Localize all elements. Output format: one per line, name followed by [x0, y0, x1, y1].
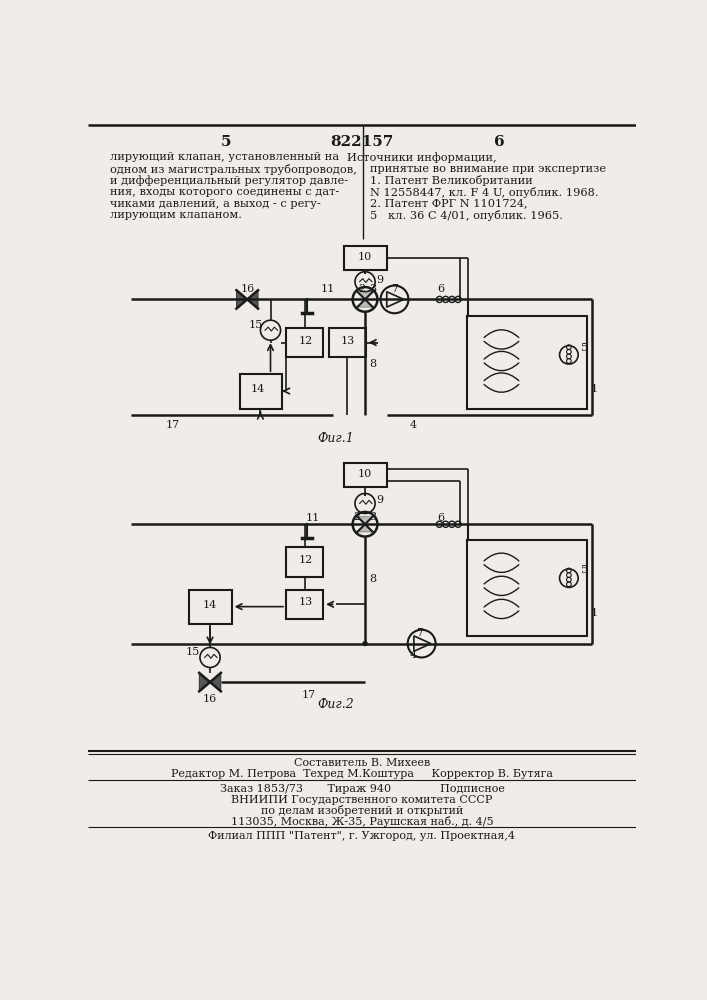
- Text: 17: 17: [301, 690, 315, 700]
- Text: N 12558447, кл. F 4 U, опублик. 1968.: N 12558447, кл. F 4 U, опублик. 1968.: [370, 187, 598, 198]
- Text: Фиг.1: Фиг.1: [317, 432, 354, 445]
- Text: 2: 2: [358, 284, 366, 294]
- Text: 13: 13: [298, 597, 312, 607]
- Polygon shape: [357, 517, 373, 524]
- Bar: [286, 547, 323, 577]
- Bar: [240, 374, 282, 409]
- Text: 6: 6: [493, 135, 504, 149]
- Text: 2. Патент ФРГ N 1101724,: 2. Патент ФРГ N 1101724,: [370, 199, 527, 209]
- Bar: [286, 328, 323, 357]
- Text: одном из магистральных трубопроводов,: одном из магистральных трубопроводов,: [110, 164, 357, 175]
- Text: 14: 14: [203, 600, 217, 610]
- Text: 113035, Москва, Ж-35, Раушская наб., д. 4/5: 113035, Москва, Ж-35, Раушская наб., д. …: [230, 816, 493, 827]
- Polygon shape: [247, 290, 258, 309]
- Text: 3: 3: [369, 512, 376, 522]
- Text: 6: 6: [437, 284, 444, 294]
- Text: 16: 16: [203, 694, 217, 704]
- Circle shape: [363, 641, 368, 646]
- Text: 2: 2: [354, 512, 361, 522]
- Bar: [344, 463, 387, 487]
- Polygon shape: [357, 524, 373, 532]
- Text: 4: 4: [410, 420, 417, 430]
- Bar: [329, 328, 366, 357]
- Text: принятые во внимание при экспертизе: принятые во внимание при экспертизе: [370, 164, 606, 174]
- Text: 5: 5: [580, 343, 588, 353]
- Text: 5: 5: [221, 135, 230, 149]
- Text: Филиал ППП "Патент", г. Ужгород, ул. Проектная,4: Филиал ППП "Патент", г. Ужгород, ул. Про…: [209, 831, 515, 841]
- Text: лирующий клапан, установленный на: лирующий клапан, установленный на: [110, 152, 339, 162]
- Text: 12: 12: [298, 336, 312, 346]
- Text: лирующим клапаном.: лирующим клапаном.: [110, 210, 242, 220]
- Polygon shape: [357, 299, 373, 307]
- Text: Редактор М. Петрова  Техред М.Коштура     Корректор В. Бутяга: Редактор М. Петрова Техред М.Коштура Кор…: [171, 769, 553, 779]
- Polygon shape: [357, 292, 373, 299]
- Text: ния, входы которого соединены с дат-: ния, входы которого соединены с дат-: [110, 187, 339, 197]
- Text: 10: 10: [357, 469, 372, 479]
- Bar: [467, 540, 587, 636]
- Text: 7: 7: [416, 628, 423, 638]
- Text: по делам изобретений и открытий: по делам изобретений и открытий: [261, 805, 463, 816]
- Bar: [344, 246, 387, 270]
- Text: Источники информации,: Источники информации,: [347, 152, 496, 163]
- Polygon shape: [236, 290, 247, 309]
- Text: 12: 12: [298, 555, 312, 565]
- Text: 3: 3: [369, 284, 376, 294]
- Text: 5   кл. 36 С 4/01, опублик. 1965.: 5 кл. 36 С 4/01, опублик. 1965.: [370, 210, 563, 221]
- Text: 8: 8: [369, 574, 376, 584]
- Text: 10: 10: [357, 252, 372, 262]
- Text: 11: 11: [305, 513, 320, 523]
- Text: 11: 11: [321, 284, 335, 294]
- Text: 15: 15: [249, 320, 263, 330]
- Text: 1: 1: [590, 608, 597, 618]
- Bar: [467, 316, 587, 409]
- Text: 16: 16: [240, 284, 255, 294]
- Polygon shape: [210, 673, 221, 691]
- Bar: [286, 590, 323, 619]
- Text: 17: 17: [166, 420, 180, 430]
- Text: Заказ 1853/73       Тираж 940              Подписное: Заказ 1853/73 Тираж 940 Подписное: [219, 784, 504, 794]
- Text: 13: 13: [341, 336, 356, 346]
- Text: 4: 4: [410, 650, 417, 660]
- Text: 9: 9: [377, 275, 384, 285]
- Text: 8: 8: [369, 359, 376, 369]
- Text: 14: 14: [251, 384, 265, 394]
- Text: 7: 7: [391, 284, 397, 294]
- Polygon shape: [199, 673, 210, 691]
- Text: 6: 6: [437, 513, 444, 523]
- Text: 5: 5: [580, 565, 588, 575]
- Text: ВНИИПИ Государственного комитета СССР: ВНИИПИ Государственного комитета СССР: [231, 795, 493, 805]
- Text: Фиг.2: Фиг.2: [317, 698, 354, 710]
- Bar: [189, 590, 232, 624]
- Text: 822157: 822157: [330, 135, 394, 149]
- Text: 15: 15: [186, 647, 200, 657]
- Text: и дифференциальный регулятор давле-: и дифференциальный регулятор давле-: [110, 175, 349, 186]
- Text: чиками давлений, а выход - с регу-: чиками давлений, а выход - с регу-: [110, 199, 321, 209]
- Text: 1: 1: [590, 384, 597, 394]
- Text: 9: 9: [377, 495, 384, 505]
- Text: Составитель В. Михеев: Составитель В. Михеев: [294, 758, 430, 768]
- Text: 1. Патент Великобритании: 1. Патент Великобритании: [370, 175, 532, 186]
